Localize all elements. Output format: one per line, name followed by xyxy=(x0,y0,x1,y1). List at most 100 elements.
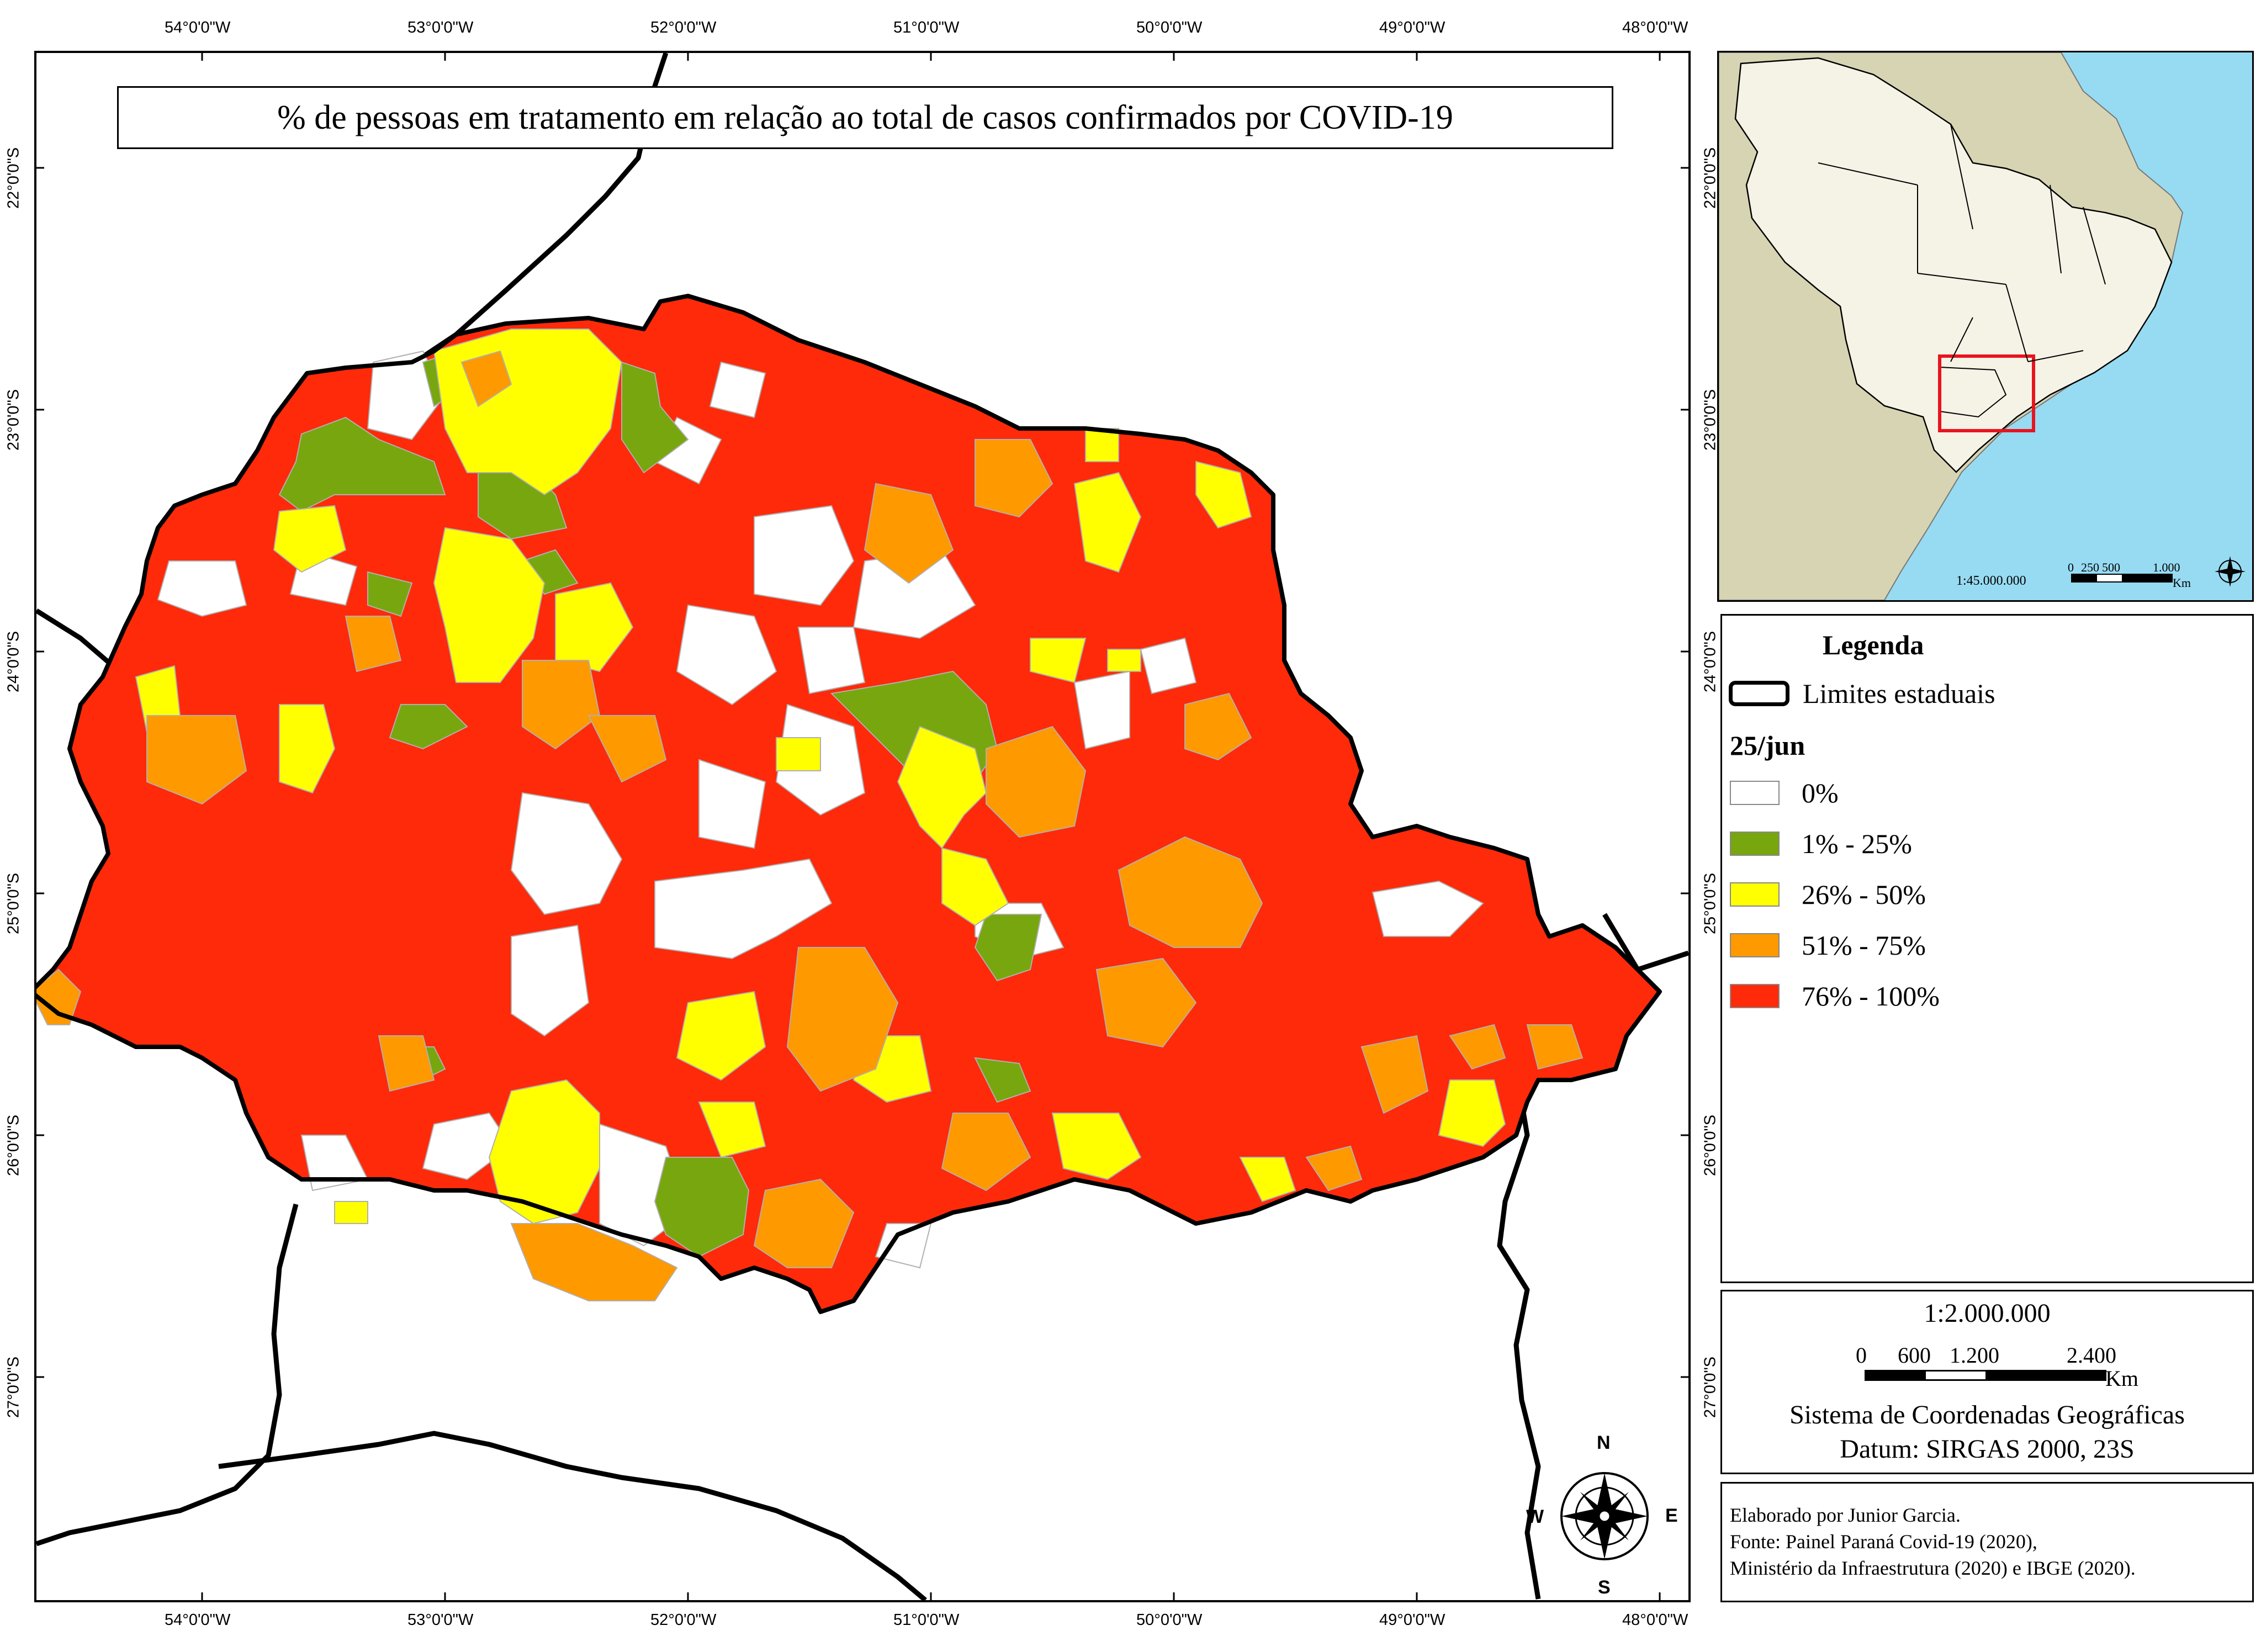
region-51-75pct xyxy=(986,726,1087,838)
parana-state-fill xyxy=(36,296,1660,1312)
region-51-75pct xyxy=(146,715,247,805)
legend-heading: Legenda xyxy=(1823,629,1924,660)
region-51-75pct xyxy=(378,1035,435,1092)
inset-scale-tick: 1.000 xyxy=(2153,560,2180,574)
region-1-25pct xyxy=(654,1157,750,1258)
region-0pct xyxy=(510,792,623,915)
compass-rose-icon xyxy=(1560,1472,1649,1560)
region-0pct xyxy=(157,560,247,617)
latitude-label-right: 24°0'0"S xyxy=(1701,631,1719,693)
region-51-75pct xyxy=(345,616,402,673)
region-51-75pct xyxy=(1526,1024,1584,1070)
longitude-label-top: 49°0'0"W xyxy=(1379,19,1445,36)
scale-tick: 2.400 xyxy=(2067,1343,2116,1368)
legend-item-class: 76% - 100% xyxy=(1730,980,1940,1012)
region-0pct xyxy=(1140,637,1197,695)
legend-box: Legenda Limites estaduais 25/jun 0% 1% -… xyxy=(1720,614,2254,1283)
region-0pct xyxy=(676,604,777,706)
region-26-50pct xyxy=(279,704,336,794)
region-26-50pct xyxy=(1107,649,1141,672)
region-1-25pct xyxy=(367,571,413,617)
datum-label: Datum: SIRGAS 2000, 23S xyxy=(1840,1434,2135,1464)
credits-box: Elaborado por Junior Garcia. Fonte: Pain… xyxy=(1720,1482,2254,1602)
longitude-label-bottom: 51°0'0"W xyxy=(893,1611,960,1629)
scale-ratio: 1:2.000.000 xyxy=(1924,1299,2051,1328)
region-51-75pct xyxy=(587,715,667,783)
scale-box: 1:2.000.000 0 600 1.200 2.400 Km Sistema… xyxy=(1720,1290,2254,1474)
region-26-50pct xyxy=(555,582,634,673)
region-51-75pct xyxy=(753,1178,855,1268)
legend-swatch xyxy=(1730,984,1780,1008)
brazil-fill xyxy=(1734,57,2173,473)
coast-south xyxy=(1497,1068,1541,1600)
state-limits-swatch xyxy=(1729,681,1789,706)
latitude-label-left: 22°0'0"S xyxy=(4,147,23,209)
region-0pct xyxy=(709,361,766,419)
region-26-50pct xyxy=(941,847,1009,926)
region-0pct xyxy=(698,759,766,849)
region-26-50pct xyxy=(676,991,766,1081)
crs-label: Sistema de Coordenadas Geográficas xyxy=(1789,1400,2185,1429)
inset-scale-tick: 0 xyxy=(2068,560,2074,574)
region-1-25pct xyxy=(974,1057,1031,1103)
latitude-label-right: 25°0'0"S xyxy=(1701,872,1719,935)
inset-scale-tick: 500 xyxy=(2102,560,2120,574)
region-51-75pct xyxy=(941,1113,1031,1192)
location-box xyxy=(1938,354,2035,432)
legend-item-class: 1% - 25% xyxy=(1730,828,1912,860)
region-26-50pct xyxy=(273,505,347,573)
latitude-label-right: 27°0'0"S xyxy=(1701,1356,1719,1418)
inset-scale-tick: 250 xyxy=(2081,560,2099,574)
map-title-box: % de pessoas em tratamento em relação ao… xyxy=(117,86,1613,149)
region-26-50pct xyxy=(1195,460,1252,529)
region-26-50pct xyxy=(1239,1157,1296,1203)
credits-source-line1: Fonte: Painel Paraná Covid-19 (2020), xyxy=(1730,1531,2037,1553)
inset-map-frame: 1:45.000.000 0 250 500 1.000 Km xyxy=(1717,51,2254,602)
inset-compass-icon xyxy=(2215,556,2246,587)
latitude-label-left: 26°0'0"S xyxy=(4,1114,23,1177)
region-26-50pct xyxy=(1051,1113,1142,1180)
region-0pct xyxy=(754,505,855,606)
region-51-75pct xyxy=(975,439,1053,518)
south-america-inset xyxy=(1719,52,2184,600)
legend-swatch xyxy=(1730,832,1780,856)
region-26-50pct xyxy=(1438,1079,1506,1147)
region-0pct xyxy=(511,924,590,1037)
longitude-label-top: 50°0'0"W xyxy=(1136,19,1203,36)
inset-scale-bar xyxy=(2071,574,2173,583)
latitude-label-left: 27°0'0"S xyxy=(4,1356,23,1418)
region-26-50pct xyxy=(433,527,546,683)
latitude-label-right: 26°0'0"S xyxy=(1701,1114,1719,1177)
region-1-25pct xyxy=(974,914,1042,982)
region-1-25pct xyxy=(389,704,468,750)
map-title: % de pessoas em tratamento em relação ao… xyxy=(277,98,1453,136)
region-51-75pct xyxy=(1118,836,1263,948)
inset-scale-ratio: 1:45.000.000 xyxy=(1956,574,2026,588)
longitude-label-top: 54°0'0"W xyxy=(165,19,231,36)
region-51-75pct xyxy=(510,1223,678,1301)
latitude-label-left: 24°0'0"S xyxy=(4,631,23,693)
legend-item-class: 0% xyxy=(1730,777,1839,809)
main-map-frame: % de pessoas em tratamento em relação ao… xyxy=(34,51,1691,1602)
credits-author: Elaborado por Junior Garcia. xyxy=(1730,1504,1961,1526)
region-1-25pct xyxy=(621,361,689,474)
region-26-50pct xyxy=(334,1201,368,1224)
region-51-75pct xyxy=(460,350,512,407)
region-0pct xyxy=(875,1223,932,1269)
legend-swatch xyxy=(1730,781,1780,805)
state-limits-label: Limites estaduais xyxy=(1803,678,1995,709)
longitude-label-top: 52°0'0"W xyxy=(650,19,717,36)
longitude-label-top: 51°0'0"W xyxy=(893,19,960,36)
region-51-75pct xyxy=(522,660,601,750)
region-51-75pct xyxy=(786,947,899,1092)
region-26-50pct xyxy=(488,1079,600,1225)
region-26-50pct xyxy=(1030,638,1087,684)
longitude-label-bottom: 49°0'0"W xyxy=(1379,1611,1445,1629)
compass-south-label: S xyxy=(1598,1577,1611,1598)
compass-west-label: W xyxy=(1526,1506,1544,1527)
latitude-label-left: 25°0'0"S xyxy=(4,872,23,935)
longitude-label-top: 53°0'0"W xyxy=(407,19,474,36)
region-51-75pct xyxy=(1184,692,1252,761)
legend-item-class: 26% - 50% xyxy=(1730,878,1926,910)
longitude-label-bottom: 50°0'0"W xyxy=(1136,1611,1203,1629)
